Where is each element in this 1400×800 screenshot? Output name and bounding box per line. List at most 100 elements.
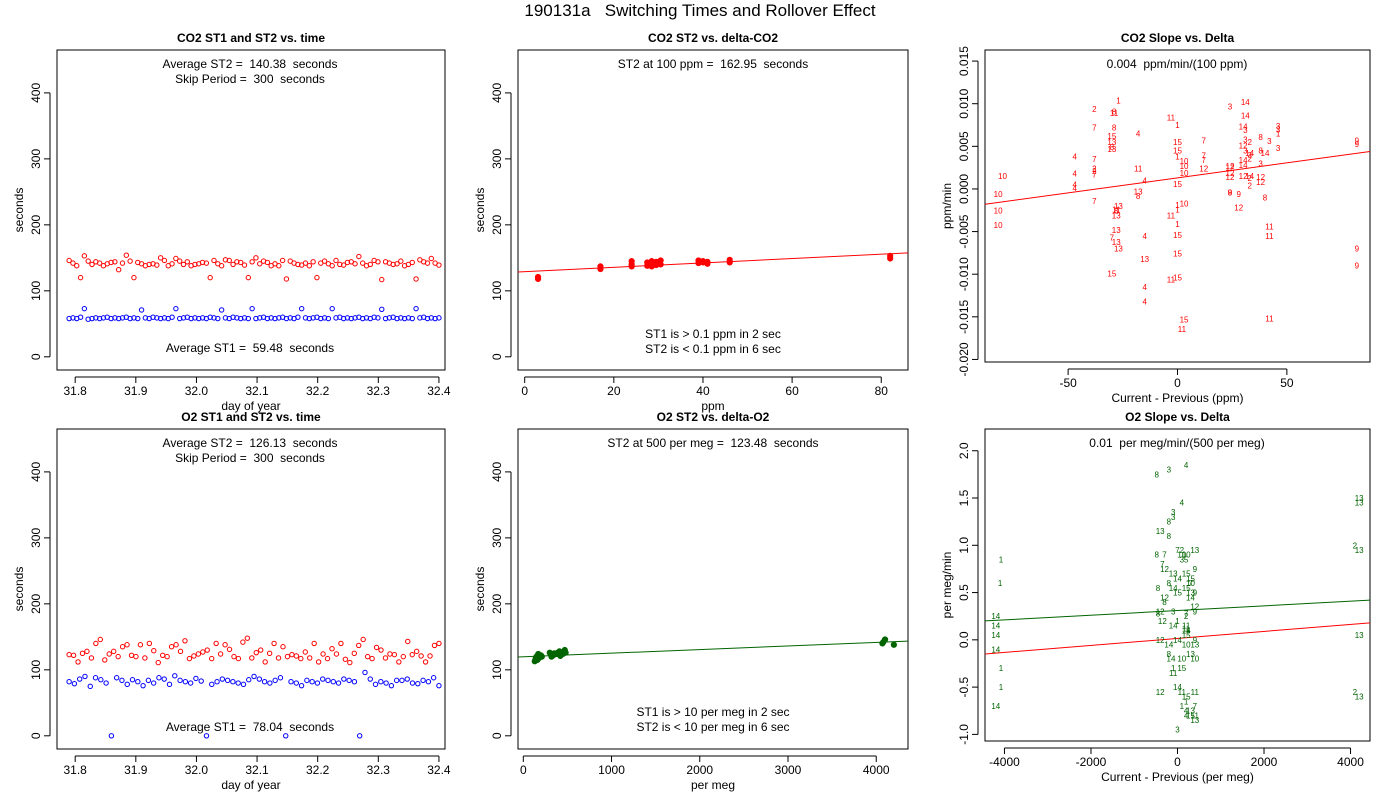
data-point-st1 <box>240 681 247 688</box>
data-point-label: 1 <box>1171 664 1176 673</box>
data-point-st1 <box>371 314 377 320</box>
data-point-st2 <box>186 655 193 662</box>
data-point-label: 1 <box>1175 153 1180 162</box>
data-point-st1 <box>187 680 194 686</box>
data-point-st1 <box>108 733 115 739</box>
x-axis: 0 1000 2000 3000 4000 per meg <box>520 755 890 792</box>
data-point-st2 <box>400 653 406 660</box>
panel-title: O2 ST2 vs. delta-O2 <box>657 410 770 424</box>
data-point-st1 <box>112 315 118 321</box>
data-point-label: 1 <box>1175 121 1180 130</box>
data-point-label: 15 <box>1182 693 1191 702</box>
data-point-st2 <box>280 644 286 650</box>
data-point-label: 12 <box>1160 565 1169 574</box>
data-point-label: 12 <box>1256 173 1265 182</box>
data-point-st2 <box>436 640 442 647</box>
data-point-st2 <box>128 652 135 659</box>
y-tick-label: 0 <box>490 732 504 739</box>
data-point-label: 8 <box>1114 206 1119 215</box>
data-point-label: 7 <box>1202 136 1207 145</box>
data-point-st1 <box>413 305 419 312</box>
data-point-st1 <box>215 315 221 322</box>
co2-st2-delta-panel: CO2 ST2 vs. delta-CO2 0 20 40 60 80 ppm 0 100 200… <box>473 31 909 413</box>
data-point-st1 <box>425 679 432 685</box>
data-point-label: 11 <box>1191 688 1200 697</box>
data-point-label: 15 <box>1173 147 1182 156</box>
annotation-text: Average ST1 = 59.48 seconds <box>166 341 334 355</box>
data-point-label: 9 <box>1237 190 1242 199</box>
data-point-st1 <box>192 315 198 321</box>
data-point-label: 7 <box>1092 124 1097 133</box>
data-point-label: 13 <box>1114 202 1123 211</box>
data-point-st1 <box>430 675 437 681</box>
data-point-label: 8 <box>1167 579 1172 588</box>
data-point-st1 <box>379 306 385 312</box>
data-point-st2 <box>379 276 385 283</box>
data-point-st2 <box>211 257 217 264</box>
data-point-label: 2 <box>1180 546 1185 555</box>
data-point-st2 <box>155 659 161 666</box>
data-point-st1 <box>251 673 257 680</box>
data-point-label: 13 <box>1190 546 1199 555</box>
data-point-st1 <box>330 679 336 685</box>
data-point-label: 11 <box>1112 205 1121 214</box>
data-point-label: 3 <box>1167 466 1172 475</box>
x-tick-label: 40 <box>696 384 710 398</box>
data-point-st2 <box>418 653 424 659</box>
data-point-st2 <box>217 651 224 657</box>
data-point-st1 <box>249 305 255 312</box>
data-point-st2 <box>137 642 144 648</box>
data-point-label: 8 <box>1155 470 1160 479</box>
data-point-st2 <box>307 655 313 661</box>
y-tick-label: 0.005 <box>957 131 971 161</box>
data-point-st2 <box>534 273 542 281</box>
data-point-st2 <box>431 642 438 649</box>
data-point-label: 7 <box>1092 170 1097 179</box>
panel-title: CO2 ST2 vs. delta-CO2 <box>648 31 778 45</box>
y-tick-label: 100 <box>29 659 43 679</box>
x-tick-label: 32.0 <box>185 384 209 398</box>
data-point-label: 4 <box>1142 283 1147 292</box>
data-point-st1 <box>325 677 331 684</box>
data-point-label: 15 <box>1182 626 1191 635</box>
y-tick-label: 0.015 <box>957 46 971 76</box>
data-point-st1 <box>89 315 95 322</box>
data-point-label: 9 <box>1355 136 1360 145</box>
data-point-label: 8 <box>1136 192 1141 201</box>
data-point-st1 <box>409 680 416 686</box>
x-tick-label: 32.1 <box>245 384 269 398</box>
data-point-st1 <box>383 680 389 686</box>
data-point-st1 <box>272 677 278 684</box>
data-point-st1 <box>219 676 226 682</box>
data-point-st2 <box>413 276 419 282</box>
y-axis: 0 100 200 300 400 seconds <box>12 462 51 739</box>
data-point-st2 <box>352 261 358 267</box>
data-point-st2 <box>237 259 244 266</box>
data-point-label: 9 <box>1355 140 1360 149</box>
y-tick-label: -0.020 <box>957 342 971 376</box>
data-point-label: 12 <box>1234 204 1243 213</box>
data-point-label: 10 <box>1180 162 1189 171</box>
data-point-label: 1 <box>998 579 1003 588</box>
data-point-label: 8 <box>1156 609 1161 618</box>
data-point-st1 <box>375 315 381 321</box>
data-point-st1 <box>203 733 210 739</box>
data-point-st2 <box>182 638 188 644</box>
data-point-st2 <box>89 261 95 268</box>
data-point-st2 <box>253 649 259 656</box>
data-point-st2 <box>235 655 242 662</box>
data-point-st1 <box>127 315 133 322</box>
data-point-label: 1 <box>999 664 1004 673</box>
data-point-st1 <box>304 677 310 684</box>
data-point-st2 <box>628 258 635 265</box>
x-tick-label: 31.9 <box>124 384 148 398</box>
data-point-st2 <box>209 655 215 662</box>
x-axis-label: day of year <box>221 399 280 413</box>
data-point-label: 4 <box>1184 461 1189 470</box>
data-point-st2 <box>271 640 277 647</box>
data-point-st1 <box>417 315 423 321</box>
data-point-st1 <box>82 673 88 680</box>
y-axis: -0.020 -0.015 -0.010 -0.005 0.000 0.005 0.010 0… <box>940 46 979 376</box>
co2-slope-delta-panel: CO2 Slope vs. Delta -50 0 50 Current - Previ… <box>940 31 1371 405</box>
data-point-st1 <box>98 677 104 683</box>
